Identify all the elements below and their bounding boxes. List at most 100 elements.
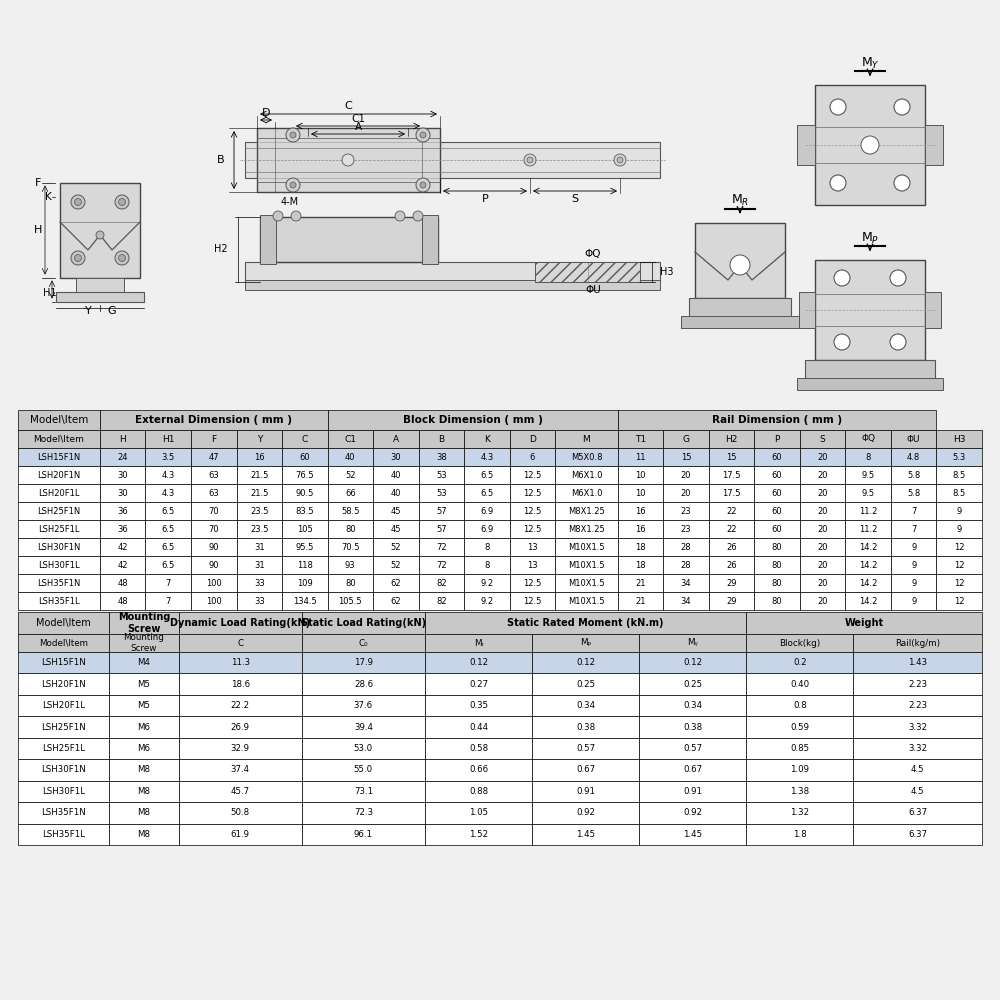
Text: 57: 57 <box>436 524 447 534</box>
Bar <box>535 262 640 282</box>
Text: M8: M8 <box>137 787 150 796</box>
Text: Y: Y <box>85 306 91 316</box>
Bar <box>373 520 419 538</box>
Bar <box>191 538 237 556</box>
Text: 28: 28 <box>681 542 691 552</box>
Bar <box>145 520 191 538</box>
Circle shape <box>861 136 879 154</box>
Bar <box>800 484 845 502</box>
Bar <box>891 484 936 502</box>
Text: 6.5: 6.5 <box>480 488 494 497</box>
Bar <box>936 556 982 574</box>
Circle shape <box>420 182 426 188</box>
Text: 82: 82 <box>436 596 447 605</box>
Bar <box>191 448 237 466</box>
Circle shape <box>413 211 423 221</box>
Text: 90: 90 <box>208 542 219 552</box>
Text: 9: 9 <box>911 596 916 605</box>
Bar <box>618 538 663 556</box>
Text: H3: H3 <box>953 434 965 444</box>
Bar <box>555 502 618 520</box>
Bar <box>663 574 709 592</box>
Text: 45.7: 45.7 <box>231 787 250 796</box>
Text: M8X1.25: M8X1.25 <box>568 506 605 516</box>
Bar <box>109 695 179 716</box>
Bar <box>191 592 237 610</box>
Bar <box>109 802 179 824</box>
Bar <box>18 759 109 781</box>
Bar <box>419 538 464 556</box>
Bar <box>936 574 982 592</box>
Text: 73.1: 73.1 <box>354 787 373 796</box>
Text: 52: 52 <box>345 471 356 480</box>
Text: 9.5: 9.5 <box>862 471 875 480</box>
Bar <box>18 556 100 574</box>
Bar <box>179 612 302 634</box>
Text: 24: 24 <box>117 452 128 462</box>
Bar <box>282 592 328 610</box>
Bar <box>373 502 419 520</box>
Text: LSH30F1L: LSH30F1L <box>42 787 85 796</box>
Text: 9: 9 <box>911 578 916 587</box>
Bar <box>464 556 510 574</box>
Text: 76.5: 76.5 <box>295 471 314 480</box>
Text: 96.1: 96.1 <box>354 830 373 839</box>
Text: 60: 60 <box>772 471 782 480</box>
Bar <box>618 520 663 538</box>
Bar <box>709 592 754 610</box>
Text: 3.32: 3.32 <box>908 744 927 753</box>
Text: 7: 7 <box>166 596 171 605</box>
Text: 14.2: 14.2 <box>859 542 877 552</box>
Bar <box>100 574 145 592</box>
Bar <box>328 466 373 484</box>
Bar <box>328 484 373 502</box>
Bar <box>936 592 982 610</box>
Text: 72: 72 <box>436 542 447 552</box>
Text: M6X1.0: M6X1.0 <box>571 488 602 497</box>
Bar <box>709 466 754 484</box>
Text: 0.59: 0.59 <box>790 723 809 732</box>
Bar <box>191 484 237 502</box>
Text: 0.34: 0.34 <box>683 701 702 710</box>
Text: 95.5: 95.5 <box>296 542 314 552</box>
Bar <box>800 466 845 484</box>
Bar <box>245 262 660 282</box>
Bar <box>799 292 815 328</box>
Text: 0.25: 0.25 <box>576 680 595 689</box>
Bar <box>191 466 237 484</box>
Text: M$_R$: M$_R$ <box>731 193 749 208</box>
Bar <box>302 781 425 802</box>
Bar <box>891 556 936 574</box>
Text: 100: 100 <box>206 578 222 587</box>
Bar <box>891 538 936 556</box>
Bar <box>464 502 510 520</box>
Circle shape <box>96 231 104 239</box>
Bar <box>853 802 982 824</box>
Bar <box>853 652 982 673</box>
Bar <box>754 592 800 610</box>
Text: 12: 12 <box>954 578 964 587</box>
Bar <box>797 378 943 390</box>
Bar <box>282 520 328 538</box>
Bar <box>302 652 425 673</box>
Bar <box>302 824 425 845</box>
Bar <box>419 466 464 484</box>
Text: 40: 40 <box>391 471 401 480</box>
Text: 12: 12 <box>954 596 964 605</box>
Circle shape <box>286 178 300 192</box>
Bar <box>925 292 941 328</box>
Text: 4.3: 4.3 <box>162 488 175 497</box>
Bar <box>328 574 373 592</box>
Bar <box>510 484 555 502</box>
Text: LSH30F1N: LSH30F1N <box>37 542 81 552</box>
Bar <box>100 502 145 520</box>
Text: LSH35F1N: LSH35F1N <box>37 578 81 587</box>
Bar <box>532 824 639 845</box>
Bar <box>853 759 982 781</box>
Text: 11.2: 11.2 <box>859 524 877 534</box>
Bar <box>663 430 709 448</box>
Text: 63: 63 <box>208 488 219 497</box>
Bar <box>805 360 935 380</box>
Bar <box>328 538 373 556</box>
Circle shape <box>342 154 354 166</box>
